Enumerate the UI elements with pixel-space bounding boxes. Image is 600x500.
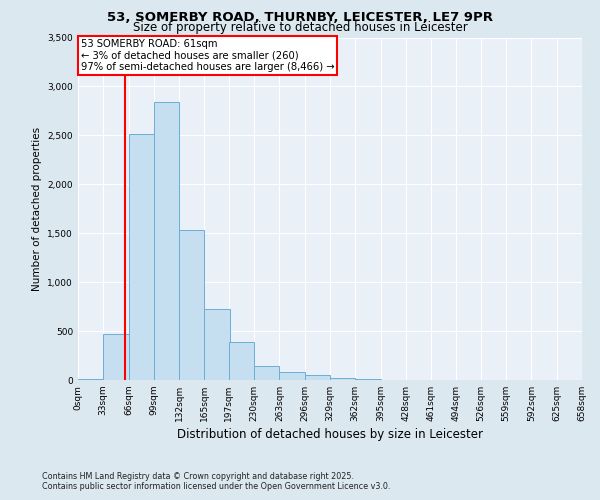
Bar [154,102,179,380]
Bar [355,379,380,380]
Bar [128,134,154,380]
Bar [103,334,128,380]
Text: Contains HM Land Registry data © Crown copyright and database right 2025.
Contai: Contains HM Land Registry data © Crown c… [42,472,391,491]
Bar [305,374,330,380]
Bar [280,372,305,380]
Text: 53 SOMERBY ROAD: 61sqm
← 3% of detached houses are smaller (260)
97% of semi-det: 53 SOMERBY ROAD: 61sqm ← 3% of detached … [80,39,334,72]
Y-axis label: Number of detached properties: Number of detached properties [32,126,42,291]
Bar [179,230,205,380]
Bar [330,378,355,380]
Bar [254,366,280,380]
Text: Size of property relative to detached houses in Leicester: Size of property relative to detached ho… [133,21,467,34]
Bar [78,379,103,380]
Bar [205,308,230,380]
X-axis label: Distribution of detached houses by size in Leicester: Distribution of detached houses by size … [177,428,483,441]
Bar [229,342,254,380]
Text: 53, SOMERBY ROAD, THURNBY, LEICESTER, LE7 9PR: 53, SOMERBY ROAD, THURNBY, LEICESTER, LE… [107,11,493,24]
